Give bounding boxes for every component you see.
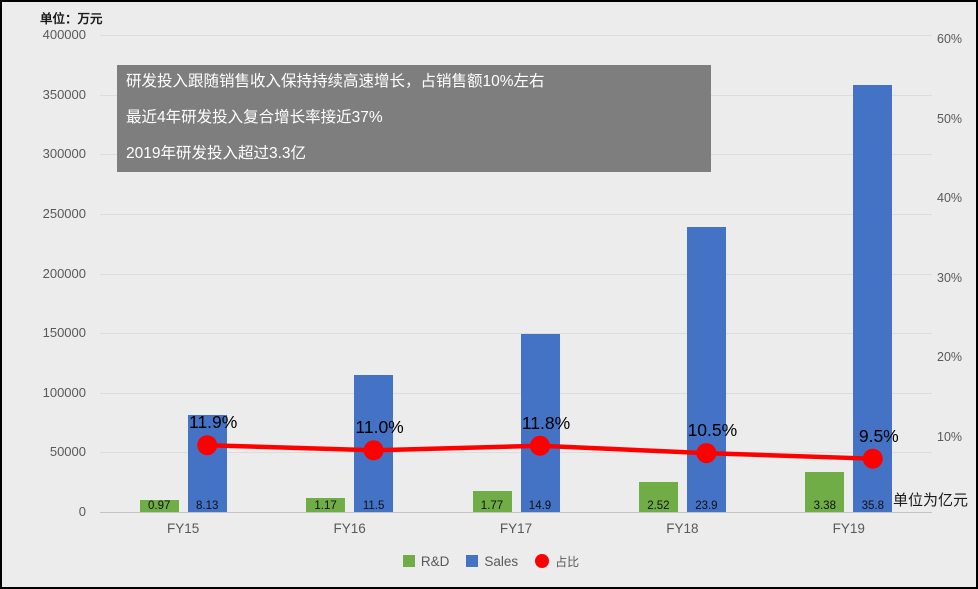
category-label-FY19: FY19 [832,521,865,536]
left-axis-tick-label: 100000 [42,384,86,400]
sales-value-label: 11.5 [362,500,385,512]
right-axis-tick-label: 10% [937,429,963,444]
left-axis-tick-label: 400000 [42,27,86,42]
sales-value-label: 8.13 [195,500,219,512]
legend-circle-mark [535,554,550,568]
sales-bar-FY17 [520,334,560,512]
category-label-FY15: FY15 [167,521,200,536]
annotation-line-2: 最近4年研发投入复合增长率接近37% [126,109,383,126]
legend-label: 占比 [555,554,580,569]
left-axis-tick-label: 300000 [42,146,86,162]
left-axis-tick-label: 150000 [42,325,86,341]
rd-bar-FY15 [139,500,179,512]
sales-bar-FY19 [853,85,893,512]
ratio-percent-label: 11.9% [189,412,238,433]
sales-value-label: 23.9 [695,500,718,512]
legend-label: Sales [484,553,519,569]
rd-value-label: 0.97 [147,500,171,512]
gridline [100,333,932,335]
rd-bar-FY18 [638,481,678,512]
sales-value-label: 14.9 [528,500,552,512]
annotation-text-box: 研发投入跟随销售收入保持持续高速增长，占销售额10%左右 最近4年研发投入复合增… [117,65,711,172]
rd-value-label: 3.38 [813,500,836,512]
right-axis-tick-label: 60% [937,32,963,46]
left-axis-tick-label: 50000 [49,444,86,460]
rd-value-label: 1.17 [314,500,337,512]
rd-bar-FY19 [805,471,845,512]
sales-bar-FY15 [187,415,227,512]
left-axis-unit-label: 单位：万元 [40,12,103,26]
left-axis-tick-label: 350000 [42,86,86,102]
chart-legend: R&D Sales 占比 [2,552,976,570]
legend-square-mark [466,555,479,567]
right-axis-tick-label: 30% [937,270,963,285]
annotation-line-3: 2019年研发投入超过3.3亿 [126,145,307,162]
gridline [100,512,932,513]
left-axis-tick-label: 0 [78,504,86,519]
legend-item-rd: R&D [402,553,450,569]
gridline [100,392,932,394]
category-label-FY18: FY18 [666,521,699,536]
category-label-FY16: FY16 [333,521,366,536]
ratio-percent-label: 10.5% [687,420,738,441]
rd-value-label: 2.52 [647,500,670,512]
rd-bar-FY17 [472,490,512,512]
rd-bar-FY16 [306,498,346,512]
legend-item-占比: 占比 [535,553,579,570]
annotation-line-1: 研发投入跟随销售收入保持持续高速增长，占销售额10%左右 [126,73,545,90]
left-axis-tick-label: 200000 [42,265,86,281]
gridline [100,213,932,215]
left-axis-tick-label: 250000 [42,205,86,221]
ratio-percent-label: 11.0% [355,417,404,438]
category-label-FY17: FY17 [499,521,533,536]
legend-label: R&D [420,553,450,569]
right-axis-tick-label: 40% [937,191,963,205]
ratio-percent-label: 9.5% [858,425,899,446]
gridline [100,273,932,275]
right-axis-tick-label: 50% [937,111,963,126]
legend-item-sales: Sales [466,554,518,569]
gridline [100,35,932,36]
sales-bar-FY16 [354,374,394,512]
sales-bar-FY18 [686,226,726,512]
ratio-percent-label: 11.8% [521,412,571,433]
rd-value-label: 1.77 [480,500,504,512]
legend-square-mark [402,555,415,567]
right-axis-tick-label: 20% [937,350,963,364]
bar-value-unit-label: 单位为亿元 [893,492,969,509]
sales-value-label: 35.8 [861,500,884,512]
